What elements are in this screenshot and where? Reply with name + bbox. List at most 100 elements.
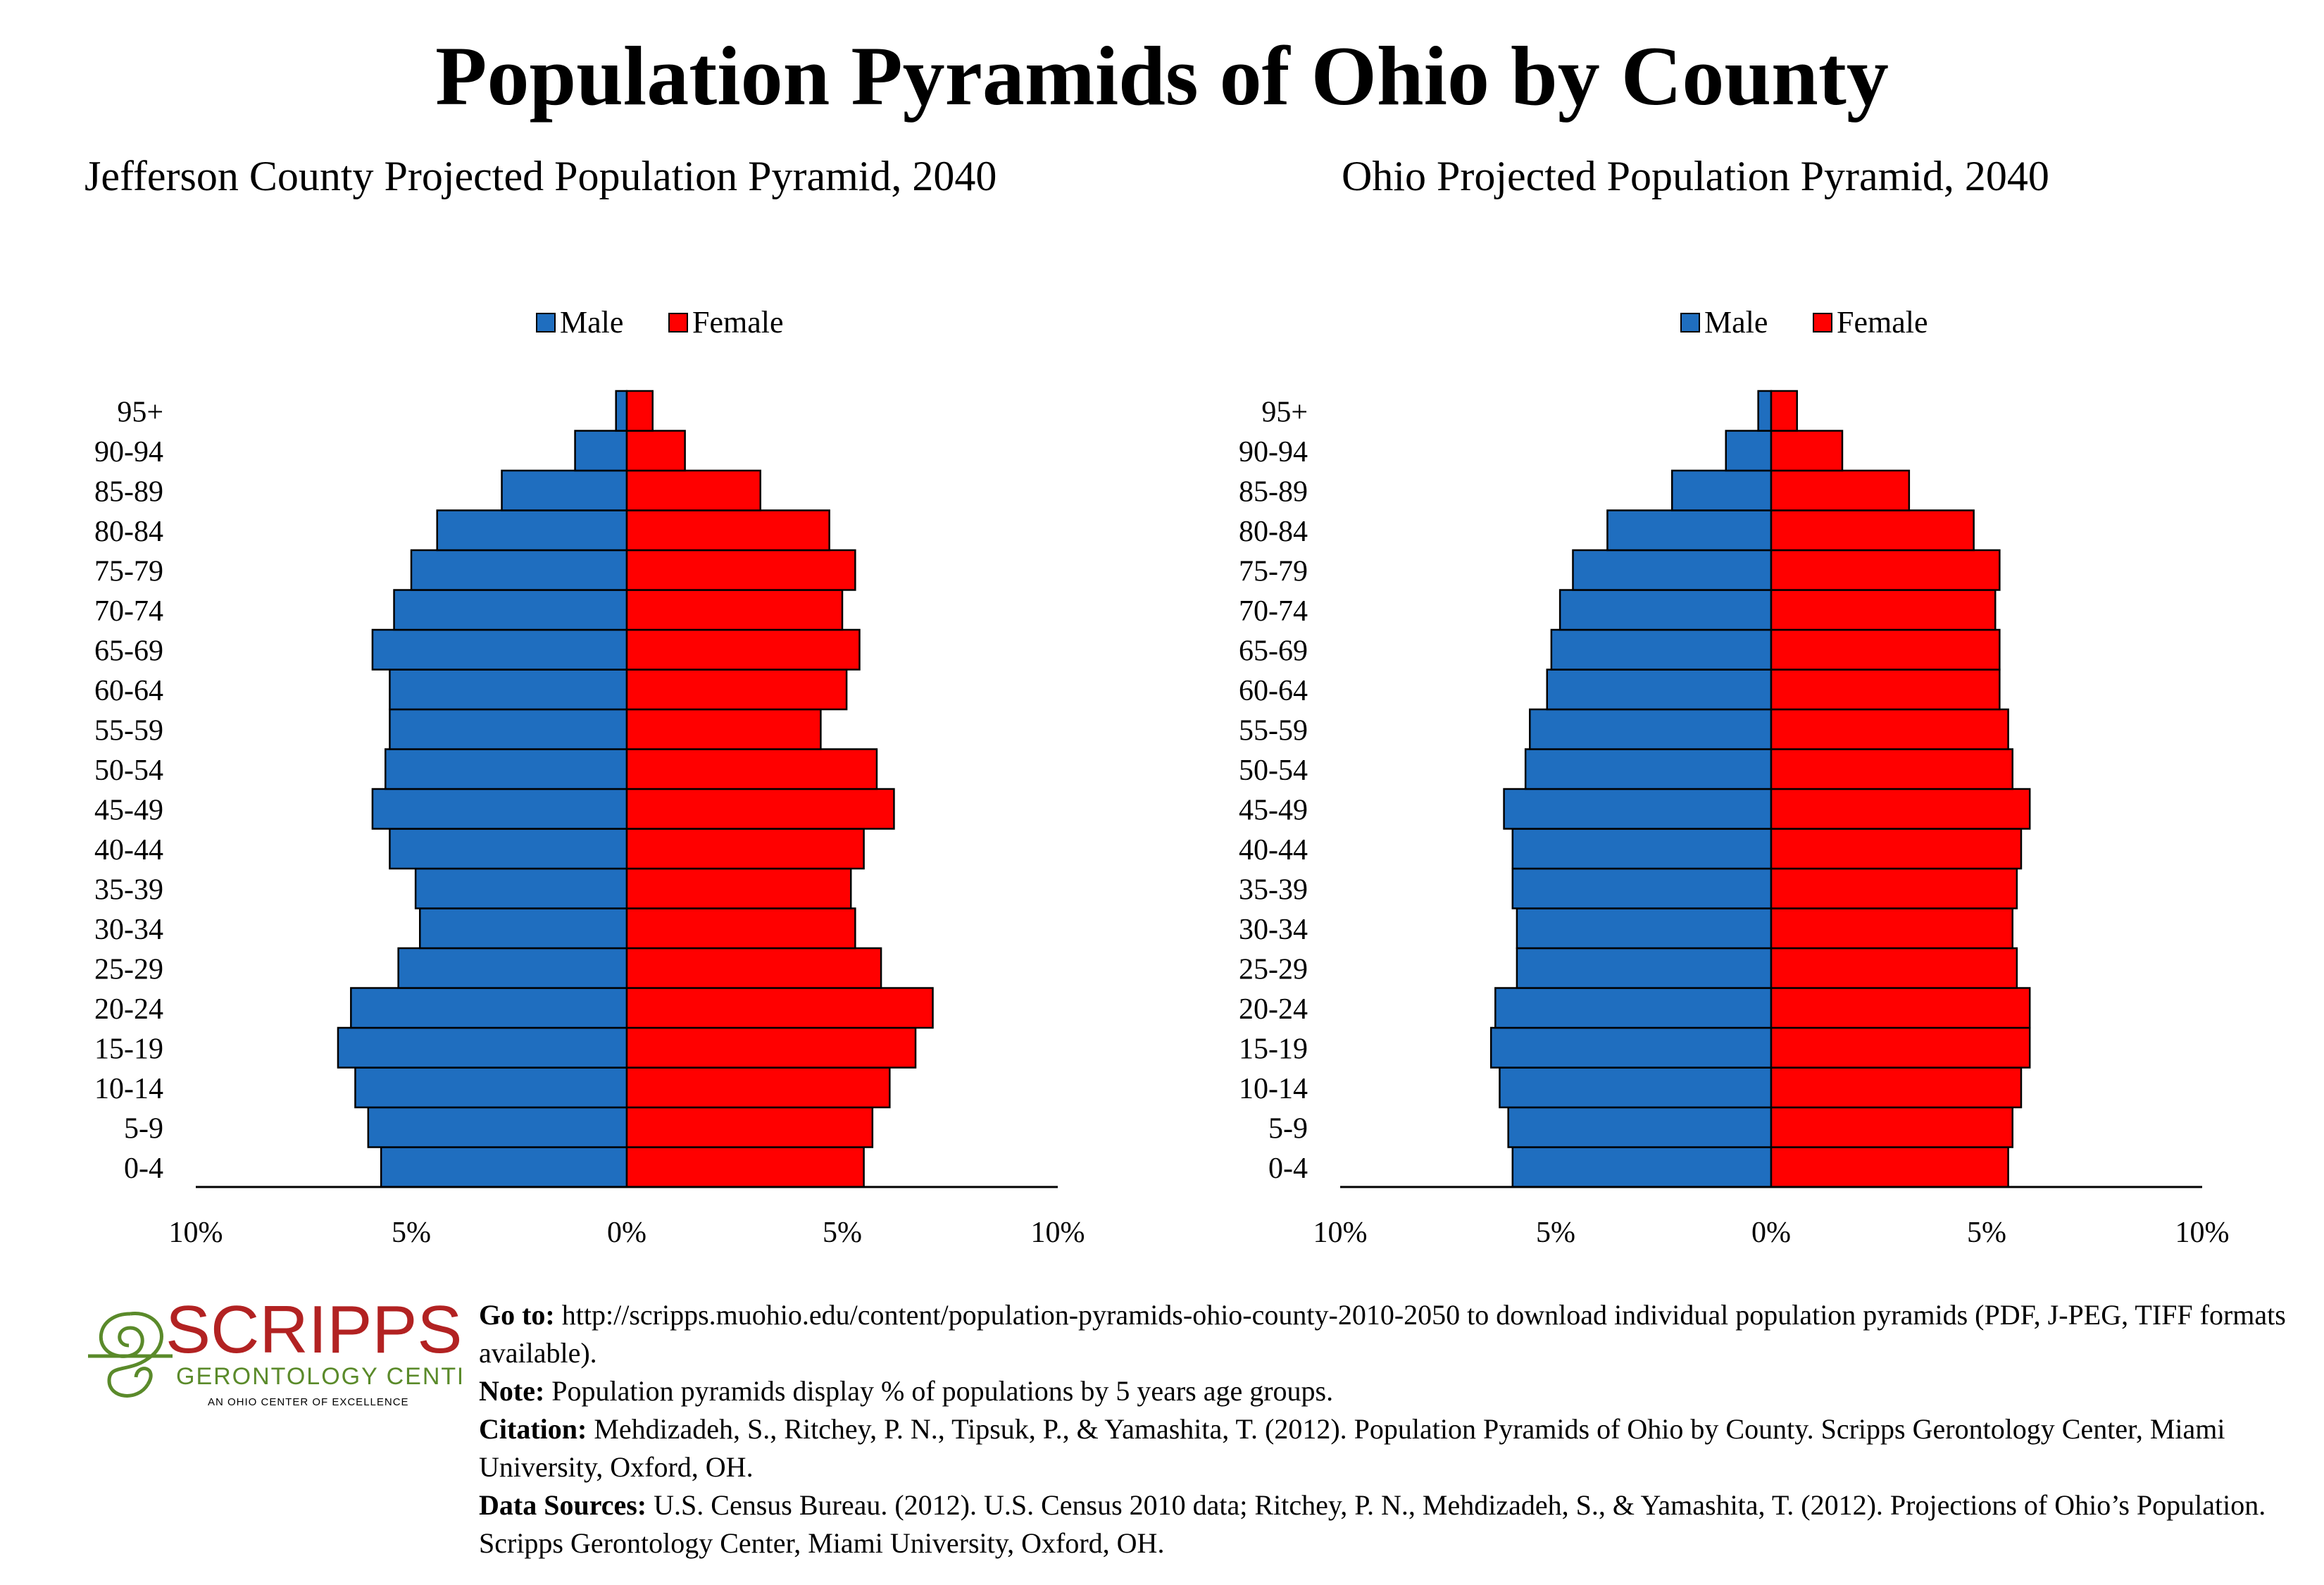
bar-female-30-34 — [625, 907, 856, 950]
footer-goto-label: Go to: — [479, 1299, 555, 1331]
age-label-50-54: 50-54 — [94, 754, 163, 787]
bar-female-40-44 — [625, 828, 865, 870]
age-label-80-84: 80-84 — [1239, 516, 1308, 548]
bar-male-95+ — [1757, 390, 1773, 432]
bar-female-80-84 — [1770, 509, 1975, 552]
footer-goto: Go to: http://scripps.muohio.edu/content… — [479, 1296, 2310, 1372]
bar-male-20-24 — [350, 987, 628, 1029]
logo-line2: GERONTOLOGY CENTER — [176, 1363, 461, 1390]
x-tick-label: 5% — [392, 1217, 431, 1249]
bar-female-35-39 — [1770, 867, 2018, 909]
bar-female-90-94 — [625, 430, 686, 472]
bar-male-70-74 — [1558, 589, 1773, 631]
bar-female-75-79 — [1770, 549, 2001, 591]
chart-title-jefferson: Jefferson County Projected Population Py… — [85, 153, 997, 199]
bar-female-5-9 — [625, 1106, 874, 1148]
age-label-40-44: 40-44 — [94, 834, 163, 866]
bar-female-5-9 — [1770, 1106, 2013, 1148]
bar-male-50-54 — [385, 748, 628, 790]
legend: Male Female — [1680, 305, 1928, 340]
age-label-90-94: 90-94 — [94, 436, 163, 468]
bar-female-20-24 — [1770, 987, 2031, 1029]
bar-male-60-64 — [389, 669, 628, 711]
age-label-5-9: 5-9 — [124, 1112, 163, 1145]
bar-male-55-59 — [389, 708, 628, 750]
bar-male-80-84 — [436, 509, 628, 552]
bar-female-85-89 — [625, 469, 761, 511]
age-label-20-24: 20-24 — [1239, 993, 1308, 1026]
bar-male-55-59 — [1529, 708, 1773, 750]
age-label-10-14: 10-14 — [1239, 1073, 1308, 1105]
bar-male-90-94 — [574, 430, 628, 472]
bar-male-0-4 — [380, 1146, 628, 1188]
bar-female-65-69 — [625, 628, 861, 671]
bar-female-75-79 — [625, 549, 856, 591]
age-label-65-69: 65-69 — [1239, 635, 1308, 667]
bar-female-55-59 — [625, 708, 822, 750]
age-label-65-69: 65-69 — [94, 635, 163, 667]
bar-male-30-34 — [1516, 907, 1773, 950]
footer-citation-label: Citation: — [479, 1413, 587, 1445]
age-label-90-94: 90-94 — [1239, 436, 1308, 468]
legend-swatch-male — [1680, 313, 1700, 332]
age-label-85-89: 85-89 — [1239, 476, 1308, 508]
bar-male-50-54 — [1524, 748, 1773, 790]
legend-swatch-male — [536, 313, 556, 332]
age-label-0-4: 0-4 — [1268, 1152, 1308, 1185]
bar-male-0-4 — [1511, 1146, 1773, 1188]
bar-female-50-54 — [1770, 748, 2013, 790]
footer-notes: Go to: http://scripps.muohio.edu/content… — [479, 1296, 2310, 1562]
bar-male-10-14 — [1499, 1067, 1773, 1109]
bar-male-40-44 — [1511, 828, 1773, 870]
bar-female-10-14 — [625, 1067, 891, 1109]
age-label-75-79: 75-79 — [94, 555, 163, 588]
age-label-70-74: 70-74 — [94, 595, 163, 628]
age-label-75-79: 75-79 — [1239, 555, 1308, 588]
logo-swirl-icon — [88, 1312, 173, 1398]
footer-citation: Citation: Mehdizadeh, S., Ritchey, P. N.… — [479, 1410, 2310, 1486]
bar-female-45-49 — [1770, 788, 2031, 830]
x-tick-label: 5% — [823, 1217, 862, 1249]
age-label-35-39: 35-39 — [94, 874, 163, 906]
bar-male-90-94 — [1725, 430, 1773, 472]
logo-line3: AN OHIO CENTER OF EXCELLENCE — [208, 1396, 409, 1408]
x-tick-label: 10% — [2175, 1217, 2230, 1249]
age-label-95+: 95+ — [117, 396, 163, 428]
bar-male-20-24 — [1494, 987, 1773, 1029]
age-label-25-29: 25-29 — [1239, 953, 1308, 986]
footer-goto-text: http://scripps.muohio.edu/content/popula… — [479, 1299, 2286, 1369]
legend-label-female: Female — [1837, 305, 1928, 340]
bar-female-50-54 — [625, 748, 878, 790]
age-label-35-39: 35-39 — [1239, 874, 1308, 906]
bar-male-15-19 — [337, 1026, 628, 1069]
footer-sources-text: U.S. Census Bureau. (2012). U.S. Census … — [479, 1489, 2266, 1559]
bar-female-65-69 — [1770, 628, 2001, 671]
bar-female-70-74 — [1770, 589, 1997, 631]
bar-female-55-59 — [1770, 708, 2009, 750]
bar-female-90-94 — [1770, 430, 1844, 472]
footer-citation-text: Mehdizadeh, S., Ritchey, P. N., Tipsuk, … — [479, 1413, 2225, 1483]
age-label-45-49: 45-49 — [1239, 794, 1308, 826]
bar-male-95+ — [615, 390, 628, 432]
bar-female-0-4 — [1770, 1146, 2009, 1188]
bar-female-25-29 — [1770, 947, 2018, 989]
bar-female-60-64 — [1770, 669, 2001, 711]
chart-title-ohio: Ohio Projected Population Pyramid, 2040 — [1342, 153, 2049, 199]
bar-female-60-64 — [625, 669, 848, 711]
jefferson-pyramid-chart: Male Female 0-4 5-9 10-14 15-19 20-24 25-29 30-3… — [94, 305, 1085, 1249]
footer-sources-label: Data Sources: — [479, 1489, 647, 1521]
age-label-40-44: 40-44 — [1239, 834, 1308, 866]
bar-female-45-49 — [625, 788, 895, 830]
age-label-95+: 95+ — [1261, 396, 1308, 428]
bar-female-25-29 — [625, 947, 882, 989]
bar-female-15-19 — [625, 1026, 917, 1069]
bar-female-80-84 — [625, 509, 830, 552]
bar-male-60-64 — [1546, 669, 1773, 711]
bar-male-75-79 — [410, 549, 628, 591]
bar-female-35-39 — [625, 867, 852, 909]
bar-female-40-44 — [1770, 828, 2023, 870]
bar-male-80-84 — [1606, 509, 1773, 552]
bar-male-70-74 — [393, 589, 628, 631]
bar-female-70-74 — [625, 589, 844, 631]
bar-male-45-49 — [1503, 788, 1773, 830]
